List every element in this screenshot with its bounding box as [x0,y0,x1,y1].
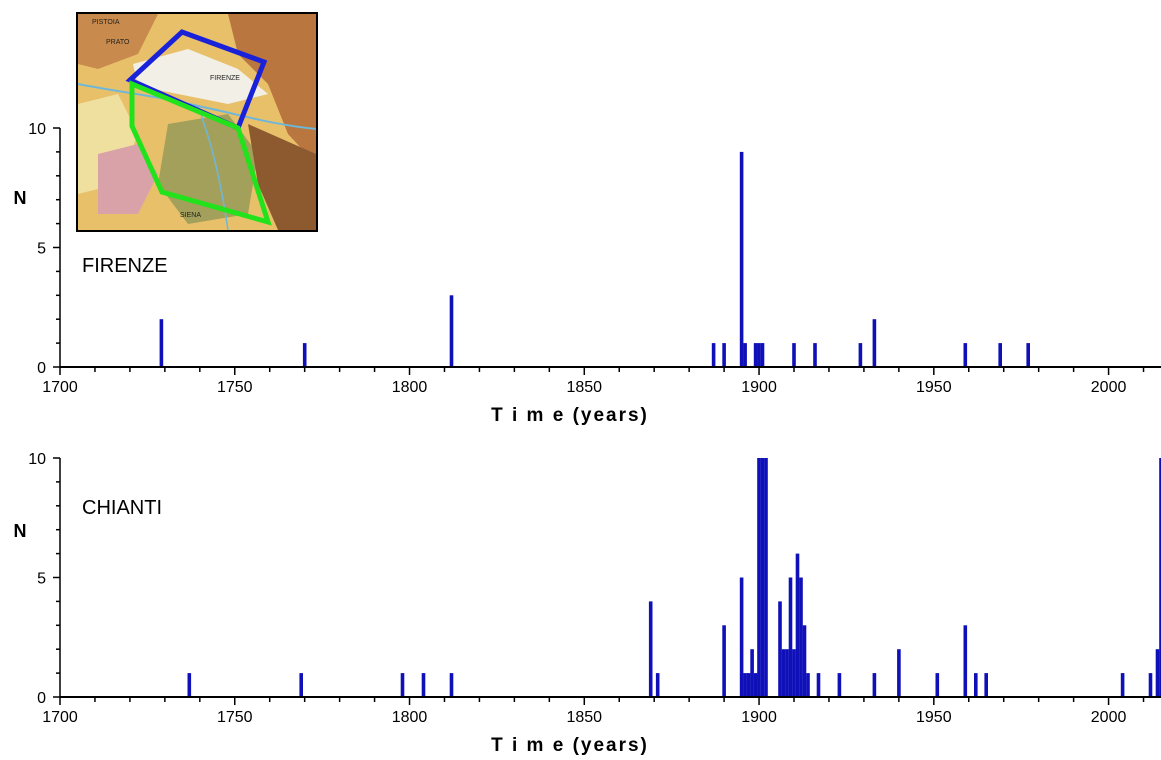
firenze-bar-1929 [858,343,863,367]
chianti-bar-1769 [299,673,303,697]
firenze-x-tick-label-1750: 1750 [217,379,253,396]
firenze-x-tick-label-2000: 2000 [1091,379,1127,396]
firenze-bar-1959 [963,343,968,367]
chianti-bar-2004 [1120,673,1125,697]
chianti-bar-1940 [897,649,901,697]
firenze-bar-1910 [792,343,796,367]
map-plain-white [133,49,268,104]
chianti-y-tick-label-5: 5 [37,571,46,588]
chianti-bar-1933 [872,673,877,697]
inset-map-image: PISTOIA PRATO FIRENZE SIENA [78,14,316,230]
firenze-bar-1901 [760,343,765,367]
firenze-x-tick-label-1950: 1950 [916,379,952,396]
chianti-bar-1895 [739,577,744,697]
map-label-pistoia: PISTOIA [92,19,120,26]
chianti-bar-1911 [795,553,800,697]
chianti-bar-1897 [746,673,751,697]
chianti-x-tick-label-2000: 2000 [1091,709,1127,726]
chianti-x-tick-label-1950: 1950 [916,709,952,726]
chianti-bar-1906 [778,601,782,697]
chianti-bar-1965 [984,673,988,697]
map-terrain-dark-brown [248,124,316,230]
firenze-bar-1887 [711,343,716,367]
chianti-x-tick-label-1850: 1850 [566,709,602,726]
firenze-bar-1900 [757,343,761,367]
chianti-area-outline [129,80,272,226]
firenze-bars [159,151,1030,367]
firenze-y-tick-label-0: 0 [37,360,46,377]
chianti-bar-1908 [785,649,789,697]
chianti-bar-1902 [764,458,768,697]
chianti-bar-2015 [1159,458,1161,697]
chianti-bar-1910 [792,649,796,697]
chianti-bar-2012 [1148,673,1153,697]
firenze-x-tick-label-1700: 1700 [42,379,78,396]
firenze-bar-1770 [302,343,307,367]
firenze-ticks: 1700 1750 1800 1850 1900 1950 2000 0 5 10 [28,121,1145,396]
chianti-bar-1890 [722,625,726,697]
chianti-bar-1896 [743,673,747,697]
chianti-y-axis-title: N [14,521,27,541]
chianti-x-axis-title: T i m e (years) [491,735,649,756]
chianti-bar-1901 [760,458,765,697]
firenze-bar-1895 [739,151,744,367]
firenze-y-tick-label-5: 5 [37,241,46,258]
firenze-bar-1916 [813,343,817,367]
chianti-bar-1907 [781,649,786,697]
firenze-bar-1890 [722,343,726,367]
firenze-bar-1896 [743,343,747,367]
inset-map: PISTOIA PRATO FIRENZE SIENA [76,12,318,232]
firenze-x-tick-label-1900: 1900 [741,379,777,396]
chianti-bar-1871 [655,673,660,697]
firenze-x-tick-label-1850: 1850 [566,379,602,396]
chianti-region-label: CHIANTI [82,497,162,519]
map-terrain-pink [98,144,158,214]
chianti-bar-1798 [400,673,405,697]
chianti-bar-1869 [648,601,653,697]
map-river [78,83,316,130]
chianti-y-tick-label-10: 10 [28,451,46,468]
chianti-bar-1962 [974,673,978,697]
map-label-siena: SIENA [180,212,201,219]
chianti-bar-1899 [753,673,758,697]
chianti-panel: 1700 1750 1800 1850 1900 1950 2000 0 5 10 T i m e… [14,451,1161,756]
firenze-x-tick-label-1800: 1800 [392,379,428,396]
firenze-bar-1812 [449,295,454,367]
chianti-bar-1959 [963,625,968,697]
map-label-prato: PRATO [106,39,130,46]
map-label-firenze: FIRENZE [210,75,240,82]
firenze-x-axis-title: T i m e (years) [491,405,649,426]
chianti-ticks: 1700 1750 1800 1850 1900 1950 2000 0 5 10 [28,451,1145,726]
chianti-bar-1912 [799,577,803,697]
map-terrain-brown-nw [78,14,158,69]
firenze-y-axis-title: N [14,188,27,208]
chianti-bar-1917 [816,673,821,697]
firenze-bar-1933 [872,319,877,367]
chianti-bar-2014 [1155,649,1160,697]
firenze-bar-1977 [1026,343,1030,367]
firenze-bar-1899 [753,343,758,367]
firenze-bar-1969 [998,343,1002,367]
firenze-region-label: FIRENZE [82,255,168,277]
chianti-bar-1951 [935,673,940,697]
chianti-x-tick-label-1700: 1700 [42,709,78,726]
chianti-x-tick-label-1800: 1800 [392,709,428,726]
chianti-bar-1900 [757,458,761,697]
firenze-bar-1729 [159,319,164,367]
chianti-bar-1737 [187,673,192,697]
chianti-x-tick-label-1900: 1900 [741,709,777,726]
chianti-bar-1913 [802,625,807,697]
chianti-bar-1898 [750,649,754,697]
chianti-bar-1909 [788,577,793,697]
chianti-x-tick-label-1750: 1750 [217,709,253,726]
chianti-bar-1923 [837,673,842,697]
firenze-y-tick-label-10: 10 [28,121,46,138]
chianti-bar-1804 [421,673,426,697]
chianti-bars [187,458,1161,697]
chianti-bar-1914 [806,673,810,697]
chianti-bar-1812 [449,673,454,697]
firenze-panel: 1700 1750 1800 1850 1900 1950 2000 0 5 10 T i m e… [14,121,1161,426]
chianti-y-tick-label-0: 0 [37,690,46,707]
